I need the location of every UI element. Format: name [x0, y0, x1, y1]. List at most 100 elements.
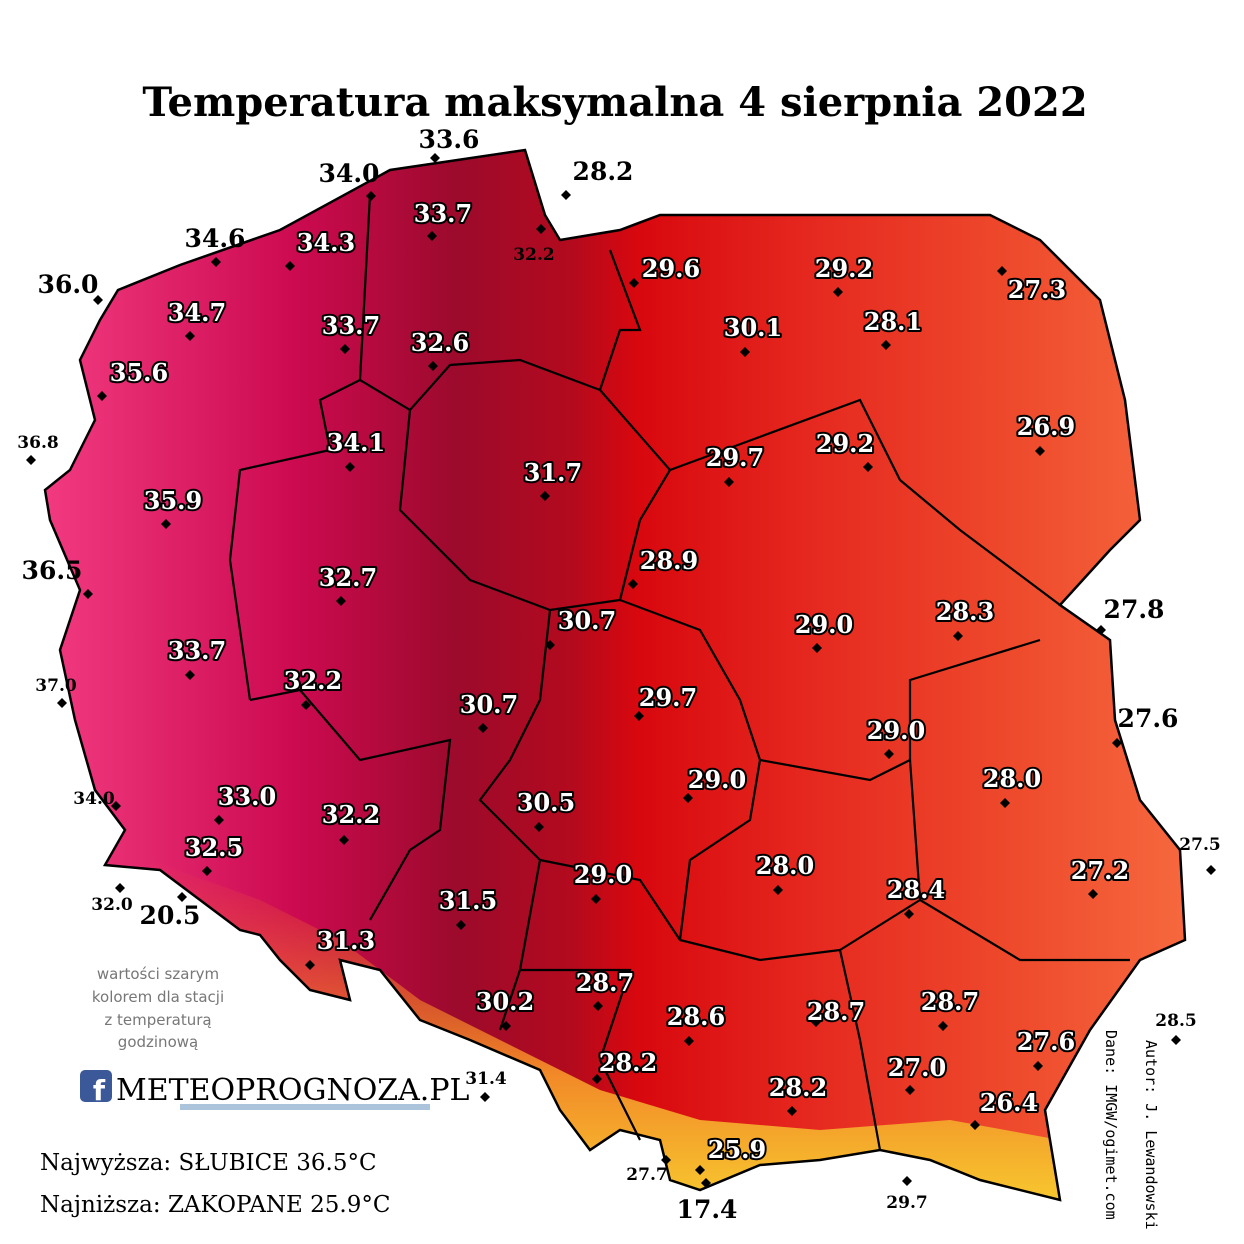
station-marker: [93, 295, 103, 305]
station-value: 30.1: [724, 313, 782, 342]
station-marker: [177, 892, 187, 902]
station-value: 30.7: [460, 690, 518, 719]
station-marker: [185, 331, 195, 341]
station-marker: [545, 640, 555, 650]
station-value: 29.0: [688, 765, 746, 794]
station-marker: [863, 462, 873, 472]
station-value: 28.4: [887, 875, 945, 904]
station-value: 32.2: [322, 800, 380, 829]
station-value: 28.7: [807, 997, 865, 1026]
station-value: 30.7: [558, 606, 616, 635]
station-value: 33.7: [322, 311, 380, 340]
station-value: 20.5: [140, 901, 201, 930]
station-value: 28.2: [573, 157, 634, 186]
station-marker: [214, 815, 224, 825]
station-marker: [812, 643, 822, 653]
station-marker: [185, 670, 195, 680]
station-value: 28.1: [864, 307, 922, 336]
station-value: 28.0: [756, 851, 814, 880]
station-value: 29.0: [867, 716, 925, 745]
station-marker: [534, 822, 544, 832]
station-marker: [904, 909, 914, 919]
station-value: 27.6: [1118, 704, 1179, 733]
station-marker: [1171, 1035, 1181, 1045]
station-marker: [57, 698, 67, 708]
station-marker: [305, 960, 315, 970]
station-value: 35.6: [110, 358, 168, 387]
station-marker: [1033, 1061, 1043, 1071]
station-marker: [211, 257, 221, 267]
station-value: 32.5: [185, 833, 243, 862]
station-marker: [301, 700, 311, 710]
station-marker: [740, 347, 750, 357]
station-marker: [628, 579, 638, 589]
note-line: z temperaturą: [104, 1011, 211, 1029]
station-value: 31.3: [317, 926, 375, 955]
station-marker: [684, 1036, 694, 1046]
station-marker: [456, 920, 466, 930]
station-marker: [427, 231, 437, 241]
station-value: 28.5: [1155, 1011, 1196, 1031]
station-value: 27.2: [1071, 856, 1129, 885]
station-value: 34.0: [73, 789, 115, 809]
station-marker: [661, 1155, 671, 1165]
station-marker: [724, 477, 734, 487]
station-value: 26.4: [980, 1088, 1038, 1117]
station-value: 26.9: [1017, 412, 1075, 441]
station-marker: [1096, 625, 1106, 635]
credit: Dane: IMGW/ogimet.com: [1102, 1030, 1120, 1220]
station-value: 27.0: [888, 1053, 946, 1082]
facebook-f: f: [93, 1074, 106, 1107]
station-value: 34.0: [319, 159, 380, 188]
station-value: 36.5: [22, 556, 83, 585]
station-marker: [478, 723, 488, 733]
station-value: 30.5: [517, 788, 575, 817]
station-marker: [336, 596, 346, 606]
station-marker: [202, 866, 212, 876]
station-value: 32.2: [284, 666, 342, 695]
station-marker: [26, 455, 36, 465]
station-value: 28.0: [983, 764, 1041, 793]
station-value: 32.6: [411, 328, 469, 357]
station-value: 36.8: [17, 433, 58, 453]
title: Temperatura maksymalna 4 sierpnia 2022: [142, 79, 1087, 126]
station-marker: [97, 391, 107, 401]
station-value: 34.7: [168, 298, 226, 327]
station-value: 31.5: [439, 886, 497, 915]
station-value: 32.2: [513, 245, 554, 265]
station-value: 33.6: [419, 125, 480, 154]
country-outline: [43, 148, 1187, 1202]
station-marker: [811, 1017, 821, 1027]
station-marker: [833, 287, 843, 297]
station-marker: [591, 894, 601, 904]
station-value: 30.2: [476, 987, 534, 1016]
station-value: 29.7: [639, 683, 697, 712]
station-marker: [884, 749, 894, 759]
note-line: wartości szarym: [97, 965, 219, 983]
station-marker: [592, 1074, 602, 1084]
station-value: 34.1: [327, 428, 385, 457]
station-value: 27.5: [1179, 835, 1220, 855]
station-marker: [881, 340, 891, 350]
station-value: 27.3: [1008, 275, 1066, 304]
station-value: 32.0: [91, 895, 133, 915]
station-marker: [561, 190, 571, 200]
station-marker: [1088, 889, 1098, 899]
station-value: 17.4: [677, 1195, 738, 1224]
station-value: 28.6: [667, 1002, 725, 1031]
station-marker: [161, 519, 171, 529]
station-marker: [997, 266, 1007, 276]
station-value: 27.6: [1017, 1027, 1075, 1056]
station-value: 28.3: [936, 597, 994, 626]
country: [43, 148, 1187, 1202]
station-marker: [953, 631, 963, 641]
station-value: 33.0: [218, 782, 276, 811]
station-marker: [430, 153, 440, 163]
station-marker: [593, 1001, 603, 1011]
station-marker: [111, 801, 121, 811]
station-marker: [115, 883, 125, 893]
station-marker: [938, 1021, 948, 1031]
station-marker: [1035, 446, 1045, 456]
station-value: 28.7: [576, 968, 634, 997]
